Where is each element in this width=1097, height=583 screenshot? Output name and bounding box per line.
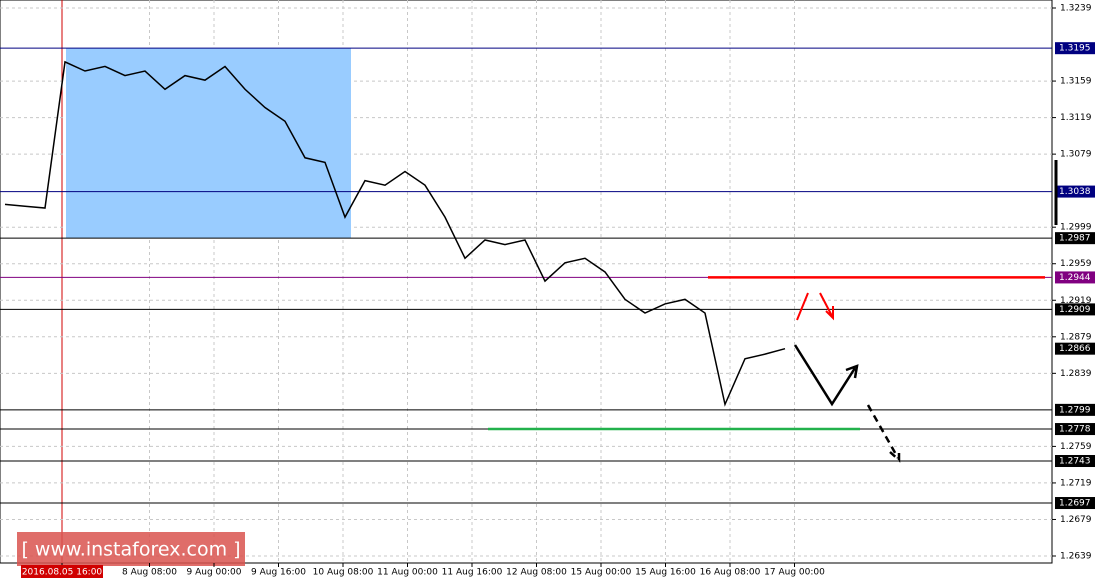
x-tick-label: 11 Aug 00:00: [377, 568, 438, 578]
current-price-label: 1.2866: [1059, 344, 1091, 354]
x-tick-label: 8 Aug 08:00: [122, 568, 177, 578]
level-label: 1.2778: [1059, 425, 1091, 435]
level-label-box: [1055, 232, 1095, 245]
x-tick-label: 11 Aug 16:00: [442, 568, 503, 578]
red-arrow: [796, 292, 834, 321]
y-tick-label: 1.2959: [1060, 259, 1092, 269]
current-price-box: [1055, 342, 1095, 355]
y-tick-label: 1.2879: [1060, 332, 1092, 342]
black-arrow: [793, 344, 859, 407]
x-tick-label: 12 Aug 08:00: [506, 568, 567, 578]
level-label: 1.2909: [1059, 305, 1091, 315]
level-label-box: [1055, 271, 1095, 284]
level-label: 1.2987: [1059, 234, 1091, 244]
level-label-box: [1055, 42, 1095, 55]
x-tick-label: 15 Aug 00:00: [571, 568, 632, 578]
level-label-box: [1055, 497, 1095, 510]
y-tick-label: 1.2759: [1060, 442, 1092, 452]
y-tick-label: 1.2839: [1060, 369, 1092, 379]
watermark: [ www.instaforex.com ]: [21, 539, 240, 561]
y-tick-label: 1.3239: [1060, 4, 1092, 14]
level-label-box: [1055, 423, 1095, 436]
y-tick-label: 1.2719: [1060, 478, 1092, 488]
dashed-arrow: [866, 404, 901, 463]
level-label-box: [1055, 185, 1095, 198]
level-label-box: [1055, 403, 1095, 416]
y-tick-label: 1.2639: [1060, 552, 1092, 562]
level-label-box: [1055, 303, 1095, 316]
y-tick-label: 1.3159: [1060, 77, 1092, 87]
y-tick-label: 1.2999: [1060, 223, 1092, 233]
price-line: [4, 60, 786, 407]
x-tick-label: 2016.08.05 16:00: [22, 568, 103, 578]
x-tick-label: 9 Aug 00:00: [187, 568, 242, 578]
watermark-box: [17, 532, 245, 566]
x-tick-label: 16 Aug 08:00: [700, 568, 761, 578]
level-label: 1.2697: [1059, 499, 1091, 509]
level-label: 1.2799: [1059, 405, 1091, 415]
level-label: 1.3195: [1059, 44, 1091, 54]
x-tick-label: 9 Aug 16:00: [251, 568, 306, 578]
level-label: 1.3038: [1059, 187, 1091, 197]
y-tick-label: 1.2919: [1060, 296, 1092, 306]
x-tick-label: 17 Aug 00:00: [764, 568, 825, 578]
level-label: 1.2944: [1059, 273, 1091, 283]
y-tick-label: 1.3079: [1060, 150, 1092, 160]
zone: [66, 48, 351, 239]
x-highlight: [21, 565, 103, 578]
y-tick-label: 1.3119: [1060, 113, 1092, 123]
level-label: 1.2743: [1059, 457, 1091, 467]
level-label-box: [1055, 455, 1095, 468]
y-tick-label: 1.2679: [1060, 515, 1092, 525]
x-tick-label: 10 Aug 08:00: [313, 568, 374, 578]
x-tick-label: 15 Aug 16:00: [635, 568, 696, 578]
